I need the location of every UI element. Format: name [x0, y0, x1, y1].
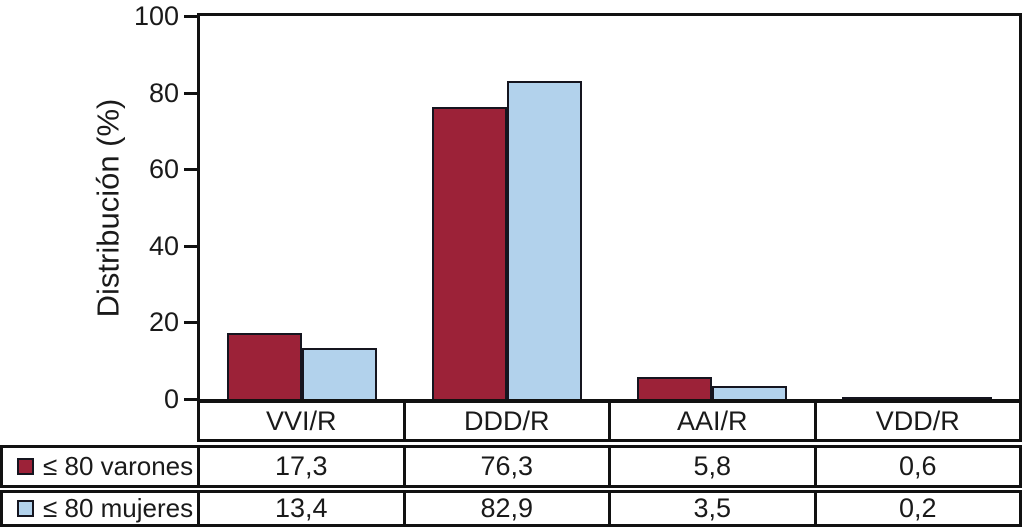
bar-series2-VVI/R — [302, 348, 377, 399]
y-tick-label: 60 — [148, 154, 179, 185]
y-tick-mark — [184, 244, 197, 248]
value-cell: 82,9 — [402, 490, 611, 527]
category-header-row: VVI/R DDD/R AAI/R VDD/R — [197, 400, 1022, 442]
value-cell: 5,8 — [608, 445, 817, 488]
y-axis-title-wrap: Distribución (%) — [78, 13, 138, 403]
bar-series1-DDD/R — [432, 107, 507, 399]
y-tick-mark — [184, 321, 197, 325]
y-tick-label: 100 — [133, 1, 179, 31]
legend-cell: ≤ 80 varones — [0, 445, 200, 488]
legend-color-swatch — [17, 458, 34, 475]
value-cell: 0,6 — [813, 445, 1022, 488]
y-tick-mark — [184, 15, 197, 18]
bars-layer — [200, 16, 1019, 399]
value-cell: 76,3 — [402, 445, 611, 488]
y-tick-mark — [184, 91, 197, 95]
table-row-varones: ≤ 80 varones 17,3 76,3 5,8 0,6 — [0, 445, 1022, 488]
y-axis-title: Distribución (%) — [90, 98, 125, 318]
value-cell: 0,2 — [813, 490, 1022, 527]
table-row-mujeres: ≤ 80 mujeres 13,4 82,9 3,5 0,2 — [0, 490, 1022, 527]
legend-label: ≤ 80 varones — [43, 451, 194, 481]
category-header-cell: AAI/R — [608, 400, 817, 442]
y-tick-label: 20 — [148, 307, 179, 338]
legend-cell: ≤ 80 mujeres — [0, 490, 200, 527]
y-tick-label: 0 — [163, 384, 179, 414]
y-tick-mark — [184, 398, 197, 401]
legend-color-swatch — [17, 500, 34, 517]
y-tick-label: 40 — [148, 230, 179, 261]
bar-series1-VVI/R — [227, 333, 302, 399]
value-cell: 13,4 — [197, 490, 406, 527]
bar-series1-AAI/R — [637, 377, 712, 399]
value-cell: 17,3 — [197, 445, 406, 488]
y-tick-mark — [184, 168, 197, 172]
legend-label: ≤ 80 mujeres — [43, 493, 194, 523]
bar-series2-VDD/R — [917, 397, 992, 399]
bar-series2-DDD/R — [507, 81, 582, 399]
value-cell: 3,5 — [608, 490, 817, 527]
category-header-cell: VVI/R — [197, 400, 406, 442]
y-tick-label: 80 — [148, 77, 179, 108]
plot-area — [197, 13, 1022, 403]
bar-series1-VDD/R — [842, 397, 917, 399]
category-header-cell: VDD/R — [813, 400, 1022, 442]
category-header-cell: DDD/R — [402, 400, 611, 442]
bar-series2-AAI/R — [712, 386, 787, 399]
